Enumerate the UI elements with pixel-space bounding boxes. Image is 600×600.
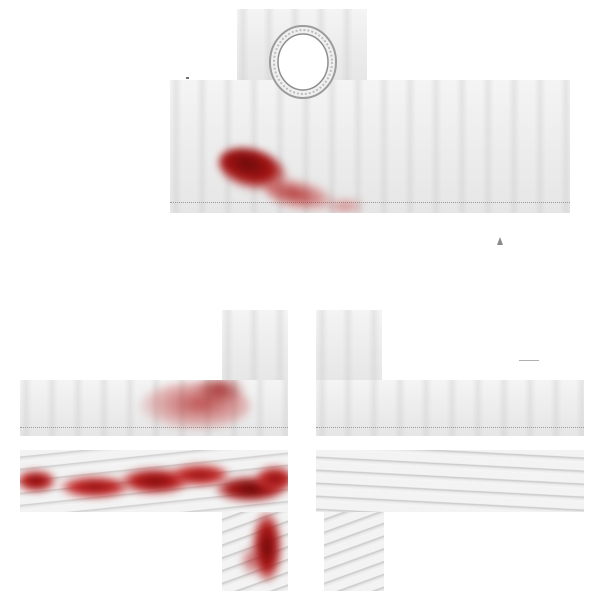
blood-stain: [255, 466, 288, 492]
right-arm-upper-tab: [316, 310, 382, 385]
blood-stain: [215, 476, 285, 502]
collar-ring-icon: [269, 25, 337, 99]
blood-stain: [120, 468, 190, 494]
blood-stain: [60, 476, 130, 498]
blood-stain: [240, 546, 262, 576]
right-arm-cuff-bandage: [324, 512, 384, 591]
hem-stitching: [170, 202, 570, 203]
left-arm-sleeve-panel: [20, 380, 288, 436]
blood-stain: [262, 173, 338, 213]
blood-stain: [140, 382, 250, 430]
fabric-folds: [170, 80, 570, 213]
blood-stain: [325, 198, 365, 213]
blood-stain: [213, 140, 293, 200]
right-arm-sleeve-panel: [316, 380, 584, 436]
left-arm-bandage-wrap: [20, 450, 288, 512]
texture-speck: [186, 77, 189, 79]
hem-stitching: [20, 427, 288, 428]
texture-speck: [497, 237, 503, 245]
blood-stain: [195, 380, 245, 404]
left-arm-cuff-bandage: [222, 512, 288, 591]
texture-speck: [519, 360, 539, 361]
blood-stain: [252, 512, 282, 582]
hem-stitching: [316, 427, 584, 428]
right-arm-bandage-wrap: [316, 450, 584, 512]
blood-stain: [20, 470, 56, 492]
torso-body-panel: [170, 80, 570, 213]
fabric-folds: [222, 310, 288, 385]
left-arm-upper-tab: [222, 310, 288, 385]
fabric-folds: [316, 310, 382, 385]
blood-stain: [170, 464, 230, 486]
